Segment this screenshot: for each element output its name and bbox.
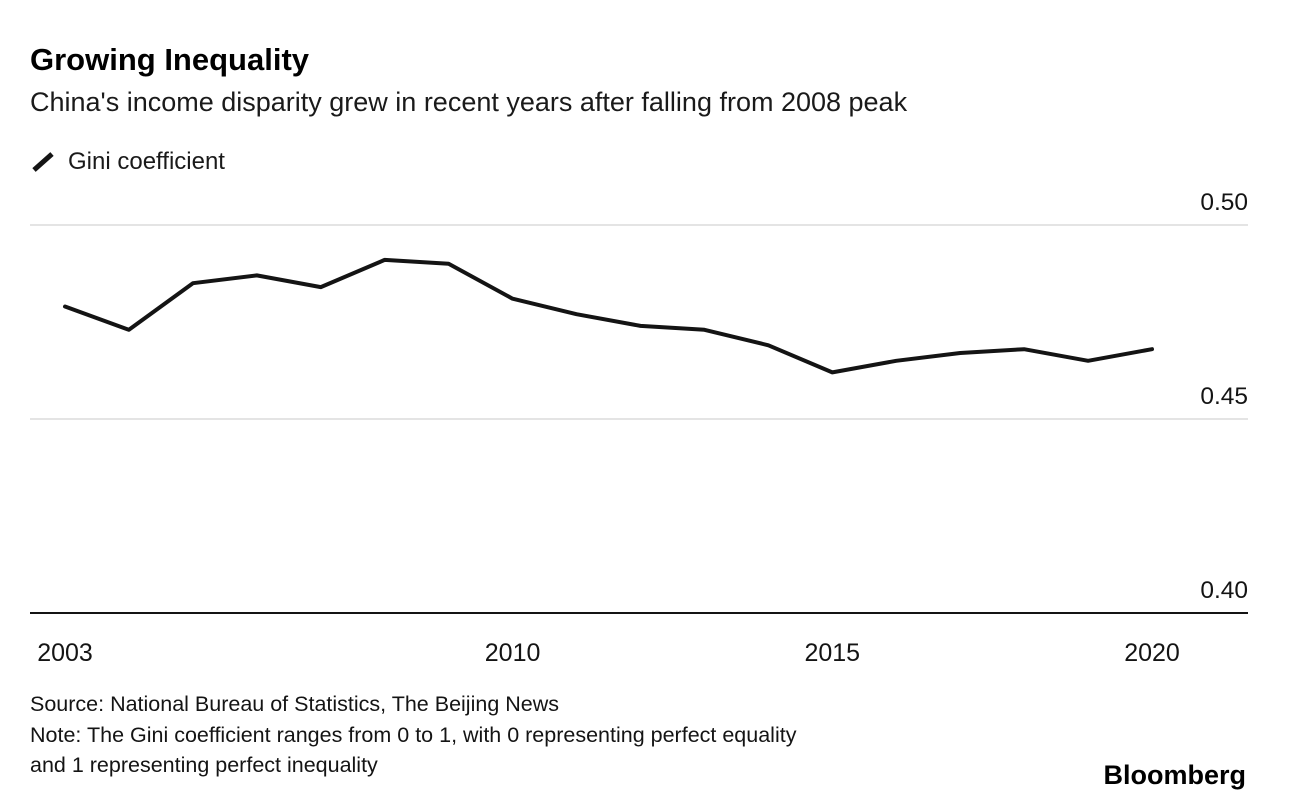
x-tick-label: 2020 — [1124, 639, 1180, 667]
x-tick-label: 2010 — [485, 639, 541, 667]
legend: Gini coefficient — [30, 148, 225, 176]
chart-subtitle: China's income disparity grew in recent … — [30, 87, 908, 117]
legend-label: Gini coefficient — [68, 148, 225, 175]
gini-coefficient-line — [63, 257, 1154, 375]
x-tick-label: 2003 — [37, 639, 93, 667]
note-text-line2: and 1 representing perfect inequality — [30, 753, 378, 777]
source-text: Source: National Bureau of Statistics, T… — [30, 692, 560, 716]
y-tick-label: 0.45 — [1200, 383, 1248, 410]
x-tick-label: 2015 — [804, 639, 860, 667]
note-text-line1: Note: The Gini coefficient ranges from 0… — [30, 723, 797, 747]
chart-title: Growing Inequality — [30, 42, 310, 77]
bloomberg-logo: Bloomberg — [1103, 760, 1246, 790]
y-tick-label: 0.50 — [1200, 189, 1248, 216]
line-series-icon — [32, 152, 54, 172]
y-tick-label: 0.40 — [1200, 577, 1248, 604]
